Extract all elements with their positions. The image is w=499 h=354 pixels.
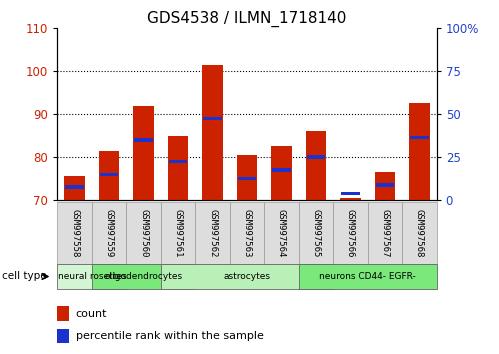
Bar — [341, 192, 360, 195]
Text: GSM997562: GSM997562 — [208, 209, 217, 258]
Bar — [92, 264, 195, 289]
Text: GSM997566: GSM997566 — [346, 209, 355, 258]
Bar — [134, 138, 153, 142]
Bar — [57, 202, 92, 264]
Bar — [307, 155, 325, 159]
Bar — [57, 306, 69, 321]
Bar — [65, 185, 84, 189]
Bar — [195, 202, 230, 264]
Text: GSM997559: GSM997559 — [105, 209, 114, 258]
Bar — [271, 146, 292, 200]
Bar — [161, 264, 333, 289]
Text: cell type: cell type — [2, 272, 47, 281]
Title: GDS4538 / ILMN_1718140: GDS4538 / ILMN_1718140 — [147, 11, 347, 27]
Bar — [64, 176, 85, 200]
Text: GSM997567: GSM997567 — [380, 209, 389, 258]
Text: GSM997564: GSM997564 — [277, 209, 286, 258]
Bar — [409, 103, 430, 200]
Bar — [161, 202, 195, 264]
Bar — [169, 160, 187, 163]
Bar — [368, 202, 402, 264]
Bar — [57, 329, 69, 343]
Bar — [92, 202, 126, 264]
Bar — [99, 151, 119, 200]
Bar — [203, 117, 222, 120]
Text: astrocytes: astrocytes — [224, 272, 270, 281]
Text: GSM997561: GSM997561 — [174, 209, 183, 258]
Bar — [230, 202, 264, 264]
Bar — [340, 198, 361, 200]
Text: neural rosettes: neural rosettes — [57, 272, 126, 281]
Bar — [402, 202, 437, 264]
Text: GSM997560: GSM997560 — [139, 209, 148, 258]
Bar — [168, 136, 189, 200]
Text: percentile rank within the sample: percentile rank within the sample — [76, 331, 264, 341]
Bar — [126, 202, 161, 264]
Text: GSM997563: GSM997563 — [243, 209, 251, 258]
Text: count: count — [76, 308, 107, 319]
Text: GSM997565: GSM997565 — [311, 209, 320, 258]
Bar — [237, 155, 257, 200]
Bar — [272, 168, 291, 172]
Bar — [375, 172, 395, 200]
Text: GSM997568: GSM997568 — [415, 209, 424, 258]
Bar — [202, 65, 223, 200]
Bar — [57, 264, 126, 289]
Text: GSM997558: GSM997558 — [70, 209, 79, 258]
Bar — [238, 177, 256, 180]
Text: neurons CD44- EGFR-: neurons CD44- EGFR- — [319, 272, 416, 281]
Bar — [299, 264, 437, 289]
Bar — [333, 202, 368, 264]
Bar — [305, 131, 326, 200]
Bar — [410, 136, 429, 139]
Bar — [100, 172, 118, 176]
Bar — [133, 105, 154, 200]
Bar — [299, 202, 333, 264]
Bar — [264, 202, 299, 264]
Bar — [376, 183, 394, 187]
Text: oligodendrocytes: oligodendrocytes — [104, 272, 183, 281]
